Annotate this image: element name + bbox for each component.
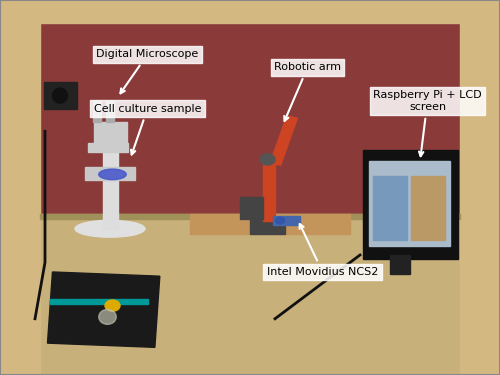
Bar <box>48 272 160 347</box>
Bar <box>50 299 148 304</box>
Ellipse shape <box>52 88 68 103</box>
Text: Digital Microscope: Digital Microscope <box>96 50 198 93</box>
Bar <box>40 214 460 219</box>
Bar <box>0 0 500 22</box>
Bar <box>106 101 114 122</box>
Bar <box>0 0 40 375</box>
Bar <box>411 176 445 240</box>
Ellipse shape <box>105 300 120 311</box>
Bar <box>460 0 500 375</box>
Bar <box>40 15 460 225</box>
Bar <box>92 101 100 122</box>
Bar <box>85 167 135 180</box>
Bar <box>102 135 118 229</box>
Ellipse shape <box>99 309 116 324</box>
Bar <box>44 82 76 109</box>
Ellipse shape <box>276 217 284 224</box>
Ellipse shape <box>75 220 145 237</box>
Text: Robotic arm: Robotic arm <box>274 63 341 121</box>
Text: Intel Movidius NCS2: Intel Movidius NCS2 <box>267 224 378 277</box>
Bar <box>250 219 285 234</box>
Ellipse shape <box>260 154 275 165</box>
Text: Raspberry Pi + LCD
screen: Raspberry Pi + LCD screen <box>373 90 482 156</box>
Bar <box>372 176 406 240</box>
Bar <box>190 214 350 234</box>
Bar <box>272 216 300 225</box>
Bar <box>240 197 262 219</box>
Text: Cell culture sample: Cell culture sample <box>94 104 201 154</box>
Bar <box>88 142 128 152</box>
Bar <box>0 214 500 375</box>
Bar <box>270 116 297 165</box>
Bar <box>369 161 450 246</box>
Bar <box>362 150 458 259</box>
Ellipse shape <box>99 169 126 180</box>
Bar <box>262 161 275 221</box>
Bar <box>390 255 410 274</box>
Bar <box>94 122 126 142</box>
